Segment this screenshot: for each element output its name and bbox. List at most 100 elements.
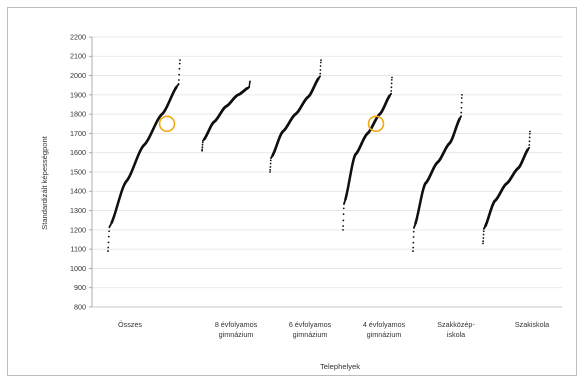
y-tick-label: 1500 — [70, 167, 86, 176]
series-0 — [107, 59, 181, 252]
data-point — [460, 101, 463, 104]
data-point — [460, 106, 463, 109]
data-point — [528, 132, 531, 135]
data-point — [342, 219, 345, 222]
x-category-label-line2: gimnázium — [219, 330, 254, 339]
data-point — [320, 59, 322, 62]
data-point — [201, 146, 204, 149]
data-point — [482, 233, 485, 236]
data-point — [201, 148, 204, 151]
x-category-label-line2: gimnázium — [293, 330, 328, 339]
data-point — [201, 149, 203, 152]
data-point — [319, 72, 322, 75]
data-point — [248, 85, 251, 88]
data-point — [319, 61, 322, 64]
y-tick-label: 800 — [74, 302, 86, 311]
data-point — [248, 84, 251, 86]
y-tick-label: 1800 — [70, 110, 86, 119]
data-point — [461, 93, 463, 96]
y-tick-label: 1600 — [70, 148, 86, 157]
y-tick-label: 1100 — [71, 245, 86, 254]
data-point — [482, 230, 485, 233]
series-3 — [342, 76, 393, 231]
data-point — [412, 246, 415, 249]
series-1 — [201, 80, 251, 152]
data-point — [528, 144, 531, 146]
data-point — [177, 83, 180, 85]
data-point — [178, 67, 181, 70]
data-point — [107, 250, 109, 252]
data-point — [177, 79, 180, 81]
data-point — [178, 73, 181, 76]
x-category-label: 4 évfolyamos — [363, 320, 406, 329]
data-point — [319, 65, 322, 67]
series-4 — [412, 93, 463, 252]
x-category-label: 8 évfolyamos — [215, 320, 258, 329]
data-point — [342, 207, 345, 210]
data-point — [269, 159, 272, 162]
data-point — [412, 241, 415, 244]
data-point — [391, 76, 393, 79]
data-point — [342, 225, 345, 227]
data-point — [201, 143, 204, 146]
y-tick-label: 1400 — [70, 187, 86, 196]
data-point — [179, 59, 181, 62]
data-point — [269, 166, 272, 168]
y-tick-label: 1200 — [70, 225, 86, 234]
x-category-label: Szakiskola — [515, 320, 549, 329]
series-2 — [269, 59, 322, 173]
data-point — [482, 240, 485, 243]
y-tick-label: 2200 — [70, 32, 86, 41]
data-point — [482, 242, 484, 245]
y-tick-label: 900 — [74, 283, 86, 292]
data-point — [108, 230, 111, 233]
x-category-label: Összes — [118, 320, 142, 329]
data-point — [460, 97, 463, 99]
x-category-label: Szakközép- — [437, 320, 475, 329]
axes — [89, 36, 562, 308]
data-point — [390, 78, 393, 81]
y-tick-label: 1300 — [70, 206, 86, 215]
x-category-label-line2: gimnázium — [367, 330, 402, 339]
y-tick-label: 1700 — [70, 129, 86, 138]
data-point — [390, 86, 393, 89]
data-point — [460, 115, 462, 117]
data-point — [528, 140, 531, 143]
x-axis-title: Telephelyek — [320, 362, 360, 371]
data-point — [178, 62, 181, 65]
data-point — [269, 162, 272, 165]
data-point — [269, 169, 272, 171]
y-tick-label: 1900 — [70, 90, 86, 99]
highlight-ring — [367, 115, 385, 133]
series-5 — [482, 130, 531, 245]
data-point — [529, 130, 531, 133]
x-category-label-line2: iskola — [447, 330, 465, 339]
data-point — [528, 146, 530, 149]
data-point — [107, 235, 110, 238]
data-point — [482, 237, 485, 239]
data-point — [342, 228, 344, 231]
data-point — [107, 246, 110, 249]
highlight-layer — [158, 115, 385, 133]
data-point — [412, 230, 415, 233]
data-point — [269, 171, 271, 173]
gridlines — [92, 36, 562, 308]
data-point — [319, 75, 321, 78]
data-point — [201, 141, 204, 144]
y-tick-label: 2000 — [70, 71, 86, 80]
series-layer — [107, 59, 531, 252]
data-point — [390, 92, 392, 95]
x-category-label: 6 évfolyamos — [289, 320, 332, 329]
data-point — [412, 250, 414, 252]
highlight-ring — [158, 115, 176, 133]
data-point — [107, 241, 110, 244]
y-axis-title: Standardizált képességpont — [40, 135, 49, 230]
data-point — [528, 136, 531, 139]
data-point — [342, 213, 345, 216]
data-point — [390, 90, 393, 92]
data-point — [319, 69, 322, 71]
y-tick-labels: 800 900 1000 1100 1200 1300 1400 1500 1600 1700 18… — [70, 32, 86, 311]
data-point — [412, 236, 415, 238]
